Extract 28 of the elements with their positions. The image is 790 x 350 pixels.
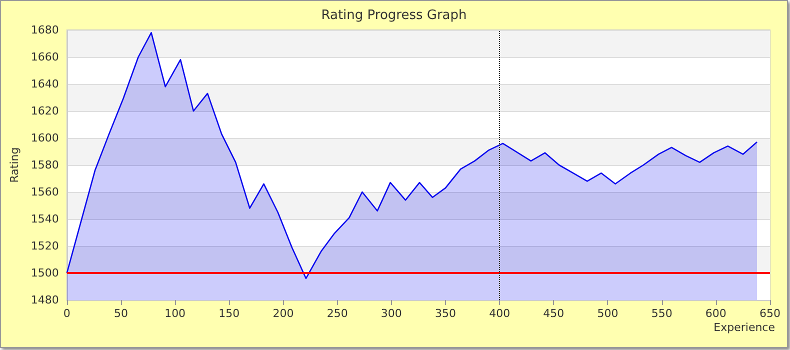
y-tick-label: 1640 xyxy=(30,78,59,90)
x-tick-label: 500 xyxy=(597,307,618,320)
y-tick-label: 1660 xyxy=(30,50,59,64)
y-axis-title: Rating xyxy=(8,147,21,183)
y-tick-label: 1620 xyxy=(30,104,59,118)
y-tick-label: 1560 xyxy=(30,186,59,198)
y-tick-label: 1680 xyxy=(30,24,59,36)
x-tick-label: 250 xyxy=(326,307,348,320)
x-tick-label: 50 xyxy=(114,307,128,320)
y-tick-label: 1520 xyxy=(30,240,59,252)
y-tick-label: 1480 xyxy=(30,294,59,306)
y-tick-label: 1540 xyxy=(30,212,59,226)
x-tick-label: 0 xyxy=(63,307,70,320)
x-axis-title: Experience xyxy=(714,321,776,334)
chart-title: Rating Progress Graph xyxy=(321,8,467,23)
y-tick-label: 1580 xyxy=(30,158,59,172)
x-tick-label: 600 xyxy=(705,307,726,320)
y-tick-label: 1500 xyxy=(30,266,59,280)
y-tick-label: 1600 xyxy=(30,132,59,144)
x-tick-label: 400 xyxy=(489,307,510,320)
x-tick-label: 650 xyxy=(760,307,780,320)
x-tick-label: 300 xyxy=(380,307,402,320)
x-tick-label: 150 xyxy=(218,307,240,320)
x-tick-label: 450 xyxy=(543,307,564,320)
x-tick-label: 350 xyxy=(434,307,456,320)
x-tick-label: 100 xyxy=(164,307,186,320)
x-tick-label: 200 xyxy=(272,307,294,320)
x-tick-label: 550 xyxy=(651,307,672,320)
